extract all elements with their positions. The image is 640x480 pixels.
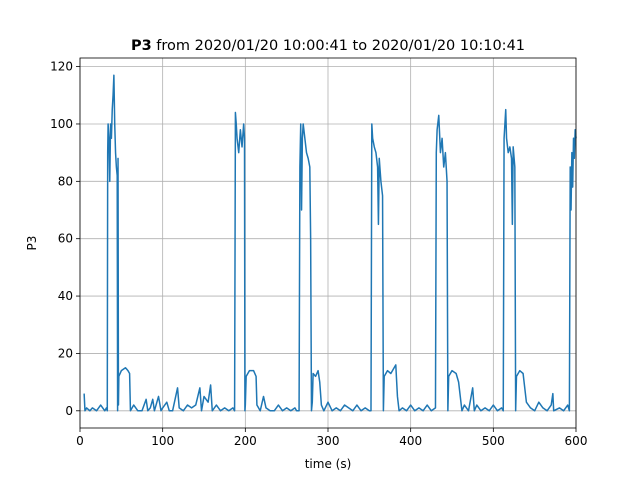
x-tick-label: 0: [76, 434, 84, 448]
plot-frame: [79, 57, 577, 429]
x-tick-label: 200: [234, 434, 257, 448]
y-tick-label: 100: [50, 117, 73, 131]
x-tick-label: 300: [317, 434, 340, 448]
y-tick-label: 40: [58, 289, 73, 303]
y-tick-label: 80: [58, 174, 73, 188]
title-rest: from 2020/01/20 10:00:41 to 2020/01/20 1…: [156, 38, 525, 54]
x-tick-label: 500: [482, 434, 505, 448]
y-tick-label: 20: [58, 346, 73, 360]
x-axis-label: time (s): [305, 457, 352, 471]
data-line: [83, 74, 577, 412]
x-tick-label: 100: [151, 434, 174, 448]
x-tick-label: 600: [565, 434, 588, 448]
y-tick-label: 120: [50, 60, 73, 74]
y-tick-label: 0: [65, 404, 73, 418]
x-tick-label: 400: [399, 434, 422, 448]
chart-title: P3 from 2020/01/20 10:00:41 to 2020/01/2…: [131, 38, 525, 54]
y-axis-label: P3: [25, 236, 39, 251]
title-bold: P3: [131, 38, 152, 54]
y-tick-label: 60: [58, 232, 73, 246]
